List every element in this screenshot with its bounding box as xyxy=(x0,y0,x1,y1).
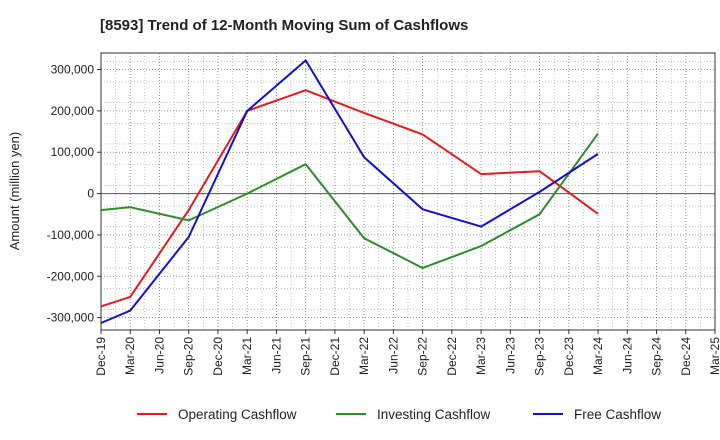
legend-label-operating-cashflow: Operating Cashflow xyxy=(178,407,297,422)
y-tick-label: 200,000 xyxy=(51,104,95,118)
x-tick-label: Mar-24 xyxy=(591,337,605,375)
x-tick-label: Dec-21 xyxy=(328,337,342,376)
x-tick-label: Sep-24 xyxy=(650,337,664,376)
legend-label-investing-cashflow: Investing Cashflow xyxy=(377,407,491,422)
x-tick-label: Mar-25 xyxy=(708,337,720,375)
series-line-free-cashflow xyxy=(100,59,599,324)
x-tick-label: Jun-24 xyxy=(620,337,634,374)
x-tick-label: Sep-20 xyxy=(182,337,196,376)
series-line-investing-cashflow xyxy=(100,133,599,269)
x-tick-label: Jun-21 xyxy=(269,337,283,374)
series-line-operating-cashflow xyxy=(100,89,599,308)
legend-label-free-cashflow: Free Cashflow xyxy=(574,407,661,422)
x-tick-label: Jun-23 xyxy=(503,337,517,374)
x-tick-label: Dec-20 xyxy=(211,337,225,376)
y-tick-label: 300,000 xyxy=(51,63,95,77)
x-tick-label: Sep-21 xyxy=(299,337,313,376)
y-tick-label: 100,000 xyxy=(51,145,95,159)
x-tick-label: Dec-24 xyxy=(679,337,693,376)
y-tick-label: -200,000 xyxy=(47,269,95,283)
x-tick-label: Mar-22 xyxy=(357,337,371,375)
y-axis-label: Amount (million yen) xyxy=(7,132,22,251)
y-tick-label: -300,000 xyxy=(47,311,95,325)
x-tick-label: Sep-23 xyxy=(533,337,547,376)
x-tick-label: Mar-21 xyxy=(240,337,254,375)
x-tick-label: Mar-20 xyxy=(123,337,137,375)
y-tick-label: 0 xyxy=(87,187,94,201)
x-tick-label: Mar-23 xyxy=(474,337,488,375)
x-tick-label: Jun-22 xyxy=(386,337,400,374)
x-tick-label: Dec-19 xyxy=(94,337,108,376)
x-tick-label: Jun-20 xyxy=(152,337,166,374)
chart-title: [8593] Trend of 12-Month Moving Sum of C… xyxy=(100,17,468,34)
y-tick-label: -100,000 xyxy=(47,228,95,242)
x-tick-label: Sep-22 xyxy=(416,337,430,376)
plot-frame xyxy=(100,52,716,331)
legend: Operating Cashflow Investing Cashflow Free… xyxy=(137,407,661,422)
x-tick-label: Dec-23 xyxy=(562,337,576,376)
x-tick-label: Dec-22 xyxy=(445,337,459,376)
plot-area: -300,000 -200,000 -100,000 0 100,000 200,000 3… xyxy=(47,52,720,376)
